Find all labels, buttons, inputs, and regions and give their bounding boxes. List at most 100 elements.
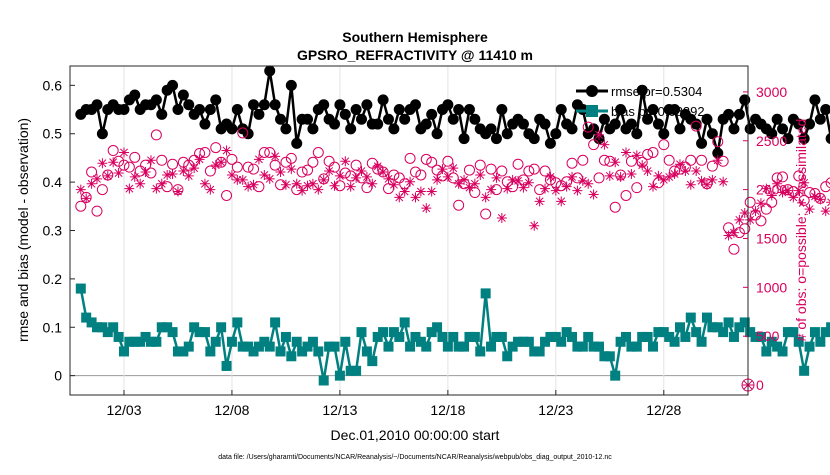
possible-obs-point: [523, 165, 535, 177]
bias-point: [237, 341, 248, 352]
assimilated-obs-point: [280, 179, 291, 190]
bias-point: [189, 322, 200, 333]
bias-point: [226, 336, 237, 347]
rmse-point: [528, 133, 540, 145]
assimilated-obs-point: [469, 178, 480, 189]
rmse-point: [777, 123, 789, 135]
assimilated-obs-point: [232, 174, 243, 185]
rmse-point: [199, 118, 211, 130]
possible-obs-point: [350, 159, 362, 171]
rmse-point: [814, 113, 826, 125]
bias-point: [480, 288, 491, 299]
assimilated-obs-point: [739, 208, 750, 219]
assimilated-obs-point: [594, 129, 605, 140]
possible-obs-point: [642, 148, 654, 160]
rmse-point: [409, 99, 421, 111]
bias-point: [291, 336, 302, 347]
bias-point: [777, 346, 788, 357]
bias-point: [410, 331, 421, 342]
assimilated-obs-point: [669, 168, 680, 179]
bias-point: [518, 336, 529, 347]
bias-point: [334, 370, 345, 381]
rmse-point: [91, 99, 103, 111]
assimilated-obs-point: [345, 181, 356, 192]
rmse-point: [318, 99, 330, 111]
bias-point: [567, 331, 578, 342]
bias-point: [124, 336, 135, 347]
rmse-point: [642, 113, 654, 125]
bias-point: [313, 346, 324, 357]
possible-obs-point: [739, 223, 751, 235]
bias-point: [594, 341, 605, 352]
assimilated-obs-point: [621, 147, 632, 158]
assimilated-obs-point: [712, 155, 723, 166]
rmse-point: [382, 113, 394, 125]
assimilated-obs-point: [723, 230, 734, 241]
rmse-point: [544, 137, 556, 149]
assimilated-obs-point: [253, 154, 264, 165]
rmse-point: [210, 94, 222, 106]
bias-point: [631, 341, 642, 352]
possible-obs-point: [409, 166, 421, 178]
assimilated-obs-point: [518, 182, 529, 193]
rmse-point: [820, 104, 830, 116]
possible-obs-point: [588, 139, 600, 151]
y-right-tick-label: 2500: [756, 133, 787, 149]
assimilated-obs-point: [405, 176, 416, 187]
assimilated-obs-point: [540, 183, 551, 194]
x-tick-label: 12/13: [322, 402, 357, 418]
assimilated-obs-point: [145, 155, 156, 166]
bias-point: [804, 341, 815, 352]
bias-point: [442, 341, 453, 352]
rmse-point: [426, 108, 438, 120]
bias-point: [809, 327, 820, 338]
bias-point: [270, 317, 281, 328]
bias-point: [513, 336, 524, 347]
y-left-tick-label: 0.4: [43, 174, 63, 190]
rmse-point: [463, 104, 475, 116]
bias-point: [540, 336, 551, 347]
possible-obs-point: [685, 154, 697, 166]
bias-point: [642, 331, 653, 342]
assimilated-obs-point: [561, 181, 572, 192]
rmse-point: [302, 113, 314, 125]
possible-obs-point: [226, 153, 238, 165]
assimilated-obs-point: [340, 156, 351, 167]
bias-point: [399, 317, 410, 328]
possible-obs-point: [118, 159, 130, 171]
rmse-point: [431, 128, 443, 140]
bias-point: [507, 341, 518, 352]
possible-obs-point: [96, 184, 108, 196]
assimilated-obs-point: [221, 145, 232, 156]
assimilated-obs-point: [388, 179, 399, 190]
assimilated-obs-point: [399, 186, 410, 197]
bias-point: [658, 327, 669, 338]
possible-obs-point: [755, 215, 767, 227]
rmse-point: [550, 128, 562, 140]
bias-point: [172, 346, 183, 357]
bias-point: [383, 341, 394, 352]
bias-point: [496, 331, 507, 342]
left-ticks: 0 0.1 0.2 0.3 0.4 0.5 0.6: [43, 77, 75, 384]
assimilated-obs-point: [728, 227, 739, 238]
x-tick-label: 12/23: [538, 402, 573, 418]
assimilated-obs-point: [291, 178, 302, 189]
assimilated-obs-point: [691, 166, 702, 177]
possible-obs-point: [663, 154, 675, 166]
rmse-point: [555, 104, 567, 116]
bias-point: [750, 331, 761, 342]
possible-obs-point: [312, 146, 324, 158]
assimilated-obs-point: [259, 169, 270, 180]
assimilated-obs-point: [772, 178, 783, 189]
bias-point: [674, 322, 685, 333]
assimilated-obs-point: [588, 189, 599, 200]
possible-obs-point: [480, 208, 492, 220]
bias-point: [162, 322, 173, 333]
possible-obs-point: [463, 164, 475, 176]
chart-subtitle: GPSRO_REFRACTIVITY @ 11410 m: [297, 47, 533, 63]
assimilated-obs-point: [324, 166, 335, 177]
y-left-tick-label: 0: [54, 368, 62, 384]
assimilated-obs-point: [129, 171, 140, 182]
data-file-footer: data file: /Users/gharamti/Documents/NCA…: [218, 454, 612, 461]
possible-obs-point: [609, 201, 621, 213]
